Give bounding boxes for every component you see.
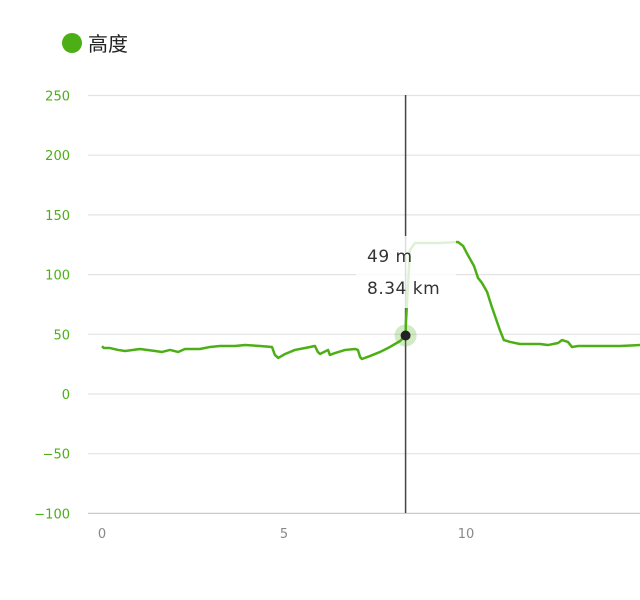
y-tick-label: −100 [34,507,70,522]
tooltip: 49 m 8.34 km [356,236,456,308]
y-tick-label: 150 [45,209,70,224]
y-tick-label: 0 [62,388,70,403]
y-tick-label: 250 [45,90,70,105]
y-tick-label: 50 [53,328,70,343]
tooltip-distance: 8.34 km [367,279,441,299]
legend-label: 高度 [88,32,128,56]
legend-marker [62,32,82,53]
x-tick-label: 10 [458,527,475,542]
series-line [101,240,640,361]
x-tick-label: 0 [98,527,106,542]
x-tick-label: 5 [280,527,288,542]
legend[interactable]: 高度 [62,28,128,57]
y-tick-label: −50 [43,448,70,463]
tooltip-value: 49 m [367,247,413,267]
y-tick-label: 100 [45,269,70,284]
y-tick-label: 200 [45,149,70,164]
